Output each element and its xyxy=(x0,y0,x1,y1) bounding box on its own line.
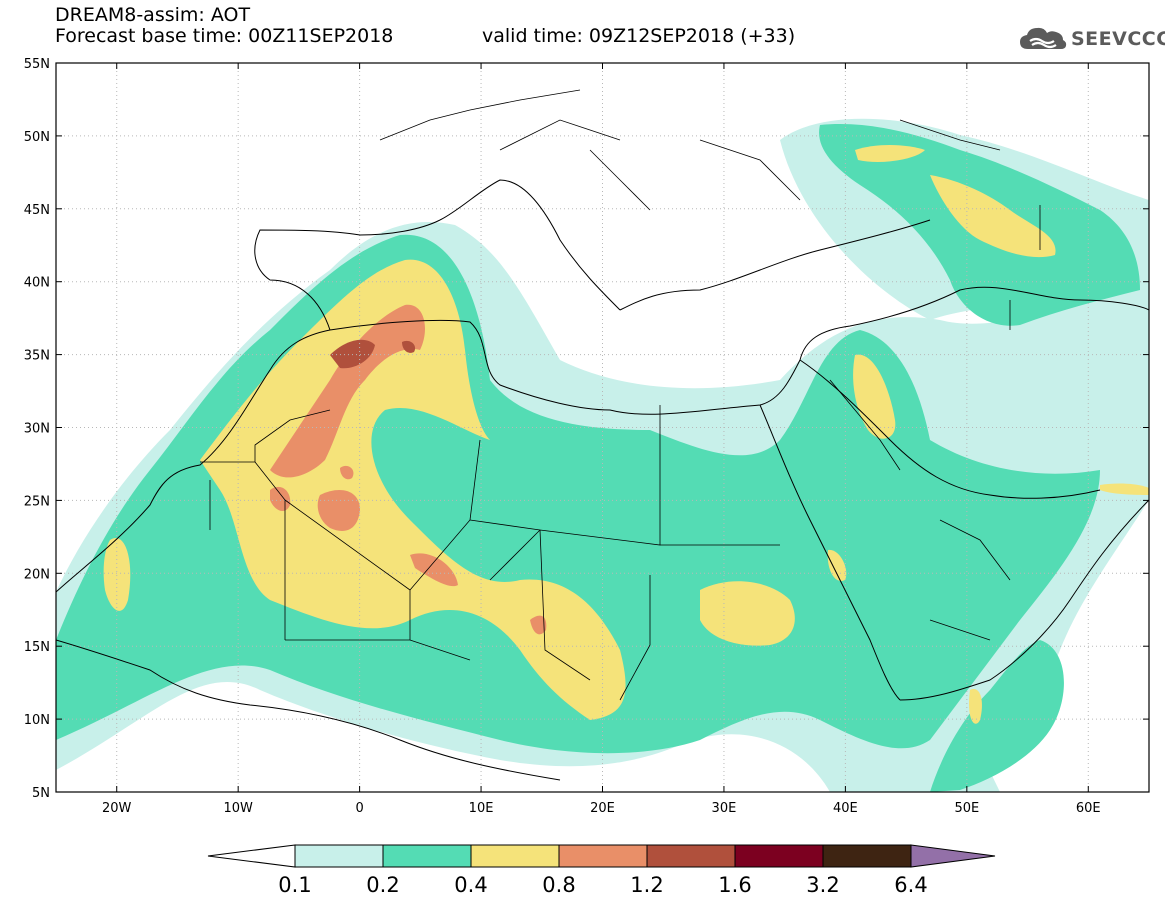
latitude-labels: 55N 50N 45N 40N 35N 30N 25N 20N 15N 10N 5N xyxy=(24,57,1149,801)
colorbar-box xyxy=(294,844,384,868)
map-title: DREAM8-assim: AOT xyxy=(55,4,251,26)
lon-label: 30E xyxy=(712,801,737,816)
lat-label: 40N xyxy=(24,276,50,291)
seevccc-logo: SEEVCCC xyxy=(1018,25,1165,53)
valid-time: valid time: 09Z12SEP2018 (+33) xyxy=(482,25,796,47)
colorbar-label: 0.4 xyxy=(454,873,487,897)
colorbar-label: 0.8 xyxy=(542,873,575,897)
aot-band-0.4 xyxy=(103,145,1149,724)
coastlines xyxy=(56,179,1149,781)
lat-label: 15N xyxy=(24,640,50,655)
colorbar xyxy=(207,844,996,868)
lat-label: 5N xyxy=(32,786,50,801)
logo-text: SEEVCCC xyxy=(1071,28,1165,50)
country-borders xyxy=(200,89,1041,701)
colorbar-label: 0.1 xyxy=(278,873,311,897)
colorbar-label: 1.6 xyxy=(718,873,751,897)
lat-label: 55N xyxy=(24,57,50,72)
colorbar-box xyxy=(646,844,736,868)
colorbar-arrow-low xyxy=(207,844,296,868)
lon-label: 20W xyxy=(102,801,132,816)
lon-label: 20E xyxy=(590,801,615,816)
colorbar-arrow-high xyxy=(910,844,996,868)
longitude-labels: 20W 10W 0 10E 20E 30E 40E 50E 60E xyxy=(102,63,1101,816)
colorbar-box xyxy=(734,844,824,868)
lon-label: 10E xyxy=(469,801,494,816)
lon-label: 60E xyxy=(1076,801,1101,816)
lat-label: 35N xyxy=(24,349,50,364)
colorbar-label: 0.2 xyxy=(366,873,399,897)
forecast-base-time: Forecast base time: 00Z11SEP2018 xyxy=(55,25,394,47)
colorbar-box xyxy=(470,844,560,868)
colorbar-box xyxy=(558,844,648,868)
lat-label: 30N xyxy=(24,422,50,437)
lat-label: 25N xyxy=(24,494,50,509)
lat-label: 45N xyxy=(24,203,50,218)
lat-label: 50N xyxy=(24,130,50,145)
lat-label: 10N xyxy=(24,713,50,728)
colorbar-label: 6.4 xyxy=(894,873,927,897)
aot-band-1.2 xyxy=(330,339,416,369)
colorbar-labels: 0.1 0.2 0.4 0.8 1.2 1.6 3.2 6.4 xyxy=(278,873,927,897)
colorbar-box xyxy=(382,844,472,868)
colorbar-label: 1.2 xyxy=(630,873,663,897)
lon-label: 0 xyxy=(355,801,363,816)
colorbar-label: 3.2 xyxy=(806,873,839,897)
colorbar-box xyxy=(822,844,912,868)
lon-label: 40E xyxy=(833,801,858,816)
lon-label: 50E xyxy=(954,801,979,816)
map-grid xyxy=(56,63,1149,792)
cloud-icon xyxy=(1020,27,1067,49)
lat-label: 20N xyxy=(24,567,50,582)
lon-label: 10W xyxy=(223,801,253,816)
